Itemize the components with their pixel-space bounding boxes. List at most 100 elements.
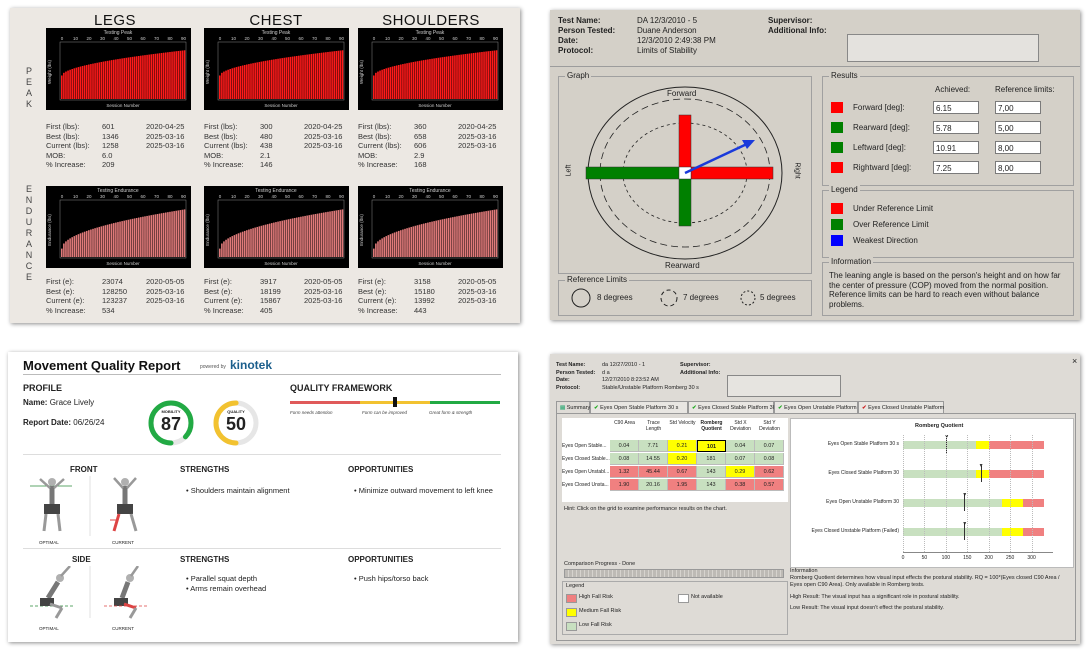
reference-field[interactable]: 8,00 — [995, 161, 1041, 174]
grid-cell[interactable]: 1.90 — [610, 479, 639, 491]
grid-cell[interactable]: 0.62 — [755, 466, 784, 478]
bar — [398, 65, 400, 99]
bar — [180, 210, 182, 257]
grid-cell[interactable]: 20.16 — [639, 479, 668, 491]
grid-cell[interactable]: 0.67 — [668, 466, 697, 478]
stat-key: Best (lbs): — [358, 132, 414, 142]
bar — [308, 215, 310, 257]
forward-label: Forward — [667, 89, 696, 98]
bar — [381, 238, 383, 257]
grid-cell[interactable]: 101 — [697, 440, 726, 452]
grid-cell[interactable]: 0.04 — [610, 440, 639, 452]
stat-row: Current (lbs): 438 2025-03-16 — [204, 141, 354, 151]
bar — [456, 55, 458, 99]
reference-field[interactable]: 5,00 — [995, 121, 1041, 134]
bar — [82, 66, 84, 99]
stat-key: MOB: — [46, 151, 102, 161]
bar — [92, 64, 94, 99]
bar — [142, 55, 144, 99]
shoulders-peak-chart: Testing Peak 0 10 20 30 40 50 60 70 80 90 Session N… — [358, 28, 503, 110]
grid-cell[interactable]: 0.07 — [726, 453, 755, 465]
stat-date: 2025-03-16 — [458, 141, 508, 151]
chart-bar-segment — [903, 499, 1002, 507]
shoulders-title: SHOULDERS — [361, 12, 501, 29]
bar — [109, 224, 111, 257]
grid-cell[interactable]: 0.57 — [755, 479, 784, 491]
close-icon[interactable]: × — [1072, 356, 1077, 366]
summary-icon: ▤ — [560, 405, 567, 411]
x-tick-label: 30 — [258, 36, 264, 41]
stat-row: MOB: 6.0 — [46, 151, 196, 161]
bar — [473, 213, 475, 257]
grid-cell[interactable]: 0.04 — [726, 440, 755, 452]
grid-cell[interactable]: 0.08 — [755, 453, 784, 465]
x-tick-label: 0 — [61, 194, 64, 199]
bar — [167, 52, 169, 99]
grid-cell[interactable]: 181 — [697, 453, 726, 465]
legend-label: Weakest Direction — [853, 236, 918, 245]
stat-date: 2025-03-16 — [304, 296, 354, 306]
grid-cell[interactable]: 0.21 — [668, 440, 697, 452]
bar — [458, 216, 460, 257]
bar — [415, 226, 417, 257]
grid-cell[interactable]: 45.44 — [639, 466, 668, 478]
grid-cell[interactable]: 0.38 — [726, 479, 755, 491]
bar — [406, 63, 408, 99]
bar — [63, 73, 65, 99]
legend-swatch — [566, 622, 577, 631]
x-tick-label: 20 — [86, 36, 92, 41]
tab-label: Summary — [567, 405, 591, 411]
bar — [265, 61, 267, 99]
bar — [487, 51, 489, 99]
stat-date: 2025-03-16 — [146, 287, 196, 297]
bar — [329, 52, 331, 99]
bar — [244, 231, 246, 257]
grid-cell[interactable]: 0.08 — [610, 453, 639, 465]
grid-cell[interactable]: 0.07 — [755, 440, 784, 452]
bar — [429, 222, 431, 257]
bar — [111, 60, 113, 99]
grid-cell[interactable]: 7.71 — [639, 440, 668, 452]
grid-cell[interactable]: 0.29 — [726, 466, 755, 478]
reference-field[interactable]: 7,00 — [995, 101, 1041, 114]
r-additional-info-field[interactable] — [727, 375, 841, 397]
results-grid[interactable]: C90 Area Trace Length Std Velocity Romberg … — [562, 418, 788, 502]
grid-cell[interactable]: 143 — [697, 479, 726, 491]
legend-label: High Fall Risk — [579, 594, 613, 600]
r-info-text: Romberg Quotient determines how visual i… — [790, 575, 1072, 589]
bar — [315, 54, 317, 99]
stat-row: MOB: 2.1 — [204, 151, 354, 161]
chart-bar-segment — [903, 528, 1002, 536]
bar — [311, 215, 313, 257]
bar — [462, 54, 464, 99]
bar — [400, 230, 402, 257]
grid-cell[interactable]: 0.20 — [668, 453, 697, 465]
bar — [271, 60, 273, 99]
bar — [373, 75, 375, 99]
legend-label: Low Fall Risk — [579, 622, 612, 628]
achieved-field[interactable]: 6.15 — [933, 101, 979, 114]
bar — [71, 237, 73, 257]
bar — [184, 50, 186, 99]
grid-cell[interactable]: 1.32 — [610, 466, 639, 478]
additional-info-field[interactable] — [847, 34, 1039, 62]
bar — [446, 218, 448, 257]
bar — [373, 249, 375, 257]
bar — [254, 228, 256, 257]
bar — [408, 63, 410, 99]
achieved-field[interactable]: 5.78 — [933, 121, 979, 134]
r-date: 12/27/2010 8:23:52 AM — [602, 377, 699, 385]
bar — [400, 65, 402, 99]
bar — [182, 51, 184, 99]
bar — [101, 226, 103, 257]
achieved-field[interactable]: 10.91 — [933, 141, 979, 154]
grid-cell[interactable]: 14.55 — [639, 453, 668, 465]
achieved-field[interactable]: 7.25 — [933, 161, 979, 174]
bar — [335, 210, 337, 257]
stat-row: First (lbs): 360 2020-04-25 — [358, 122, 508, 132]
grid-cell[interactable]: 1.95 — [668, 479, 697, 491]
stat-row: MOB: 2.9 — [358, 151, 508, 161]
reference-field[interactable]: 8,00 — [995, 141, 1041, 154]
bar — [475, 53, 477, 99]
grid-cell[interactable]: 143 — [697, 466, 726, 478]
